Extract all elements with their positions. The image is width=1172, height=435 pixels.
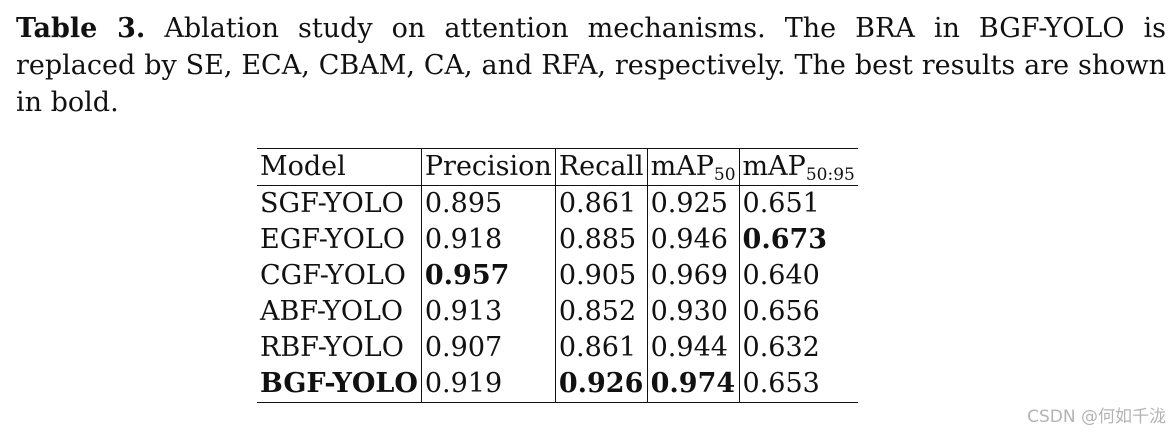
caption-text: Ablation study on attention mechanisms. … (16, 13, 1166, 118)
cell-recall: 0.926 (554, 366, 648, 403)
caption-label: Table 3. (16, 13, 146, 44)
watermark: CSDN @何如千泷 (1027, 407, 1166, 427)
cell-map50: 0.944 (646, 330, 740, 366)
header-precision: Precision (420, 148, 556, 186)
cell-precision: 0.895 (420, 185, 556, 222)
cell-recall: 0.852 (554, 294, 648, 330)
table-row: RBF-YOLO 0.907 0.861 0.944 0.632 (257, 330, 858, 366)
cell-map50-95: 0.651 (738, 185, 858, 222)
cell-map50-95: 0.640 (738, 258, 858, 294)
table-caption: Table 3. Ablation study on attention mec… (16, 10, 1166, 121)
cell-model: SGF-YOLO (260, 188, 404, 219)
cell-precision: 0.913 (420, 294, 556, 330)
ablation-table-container: Model Precision Recall mAP50 mAP50:95 SG… (257, 148, 858, 403)
cell-map50-95: 0.656 (738, 294, 858, 330)
cell-model: BGF-YOLO (260, 368, 418, 399)
cell-map50-95: 0.673 (738, 222, 858, 258)
table-row: CGF-YOLO 0.957 0.905 0.969 0.640 (257, 258, 858, 294)
cell-model: EGF-YOLO (260, 224, 405, 255)
cell-map50: 0.974 (646, 366, 740, 403)
cell-recall: 0.905 (554, 258, 648, 294)
cell-map50: 0.930 (646, 294, 740, 330)
cell-precision: 0.907 (420, 330, 556, 366)
cell-map50: 0.969 (646, 258, 740, 294)
cell-model: CGF-YOLO (260, 260, 406, 291)
cell-map50: 0.925 (646, 185, 740, 222)
table-row: ABF-YOLO 0.913 0.852 0.930 0.656 (257, 294, 858, 330)
cell-precision: 0.919 (420, 366, 556, 403)
cell-map50-95: 0.632 (738, 330, 858, 366)
header-map50-95: mAP50:95 (738, 148, 858, 186)
cell-model: ABF-YOLO (260, 296, 404, 327)
cell-model: RBF-YOLO (260, 332, 404, 363)
header-map50: mAP50 (646, 148, 740, 186)
cell-map50: 0.946 (646, 222, 740, 258)
cell-precision: 0.957 (420, 258, 556, 294)
header-recall: Recall (554, 148, 648, 186)
ablation-table: Model Precision Recall mAP50 mAP50:95 SG… (257, 148, 858, 403)
cell-precision: 0.918 (420, 222, 556, 258)
table-header-row: Model Precision Recall mAP50 mAP50:95 (257, 148, 858, 186)
cell-recall: 0.861 (554, 185, 648, 222)
cell-map50-95: 0.653 (738, 366, 858, 403)
header-model: Model (260, 151, 346, 182)
table-row: EGF-YOLO 0.918 0.885 0.946 0.673 (257, 222, 858, 258)
table-row: BGF-YOLO 0.919 0.926 0.974 0.653 (257, 366, 858, 403)
table-row: SGF-YOLO 0.895 0.861 0.925 0.651 (257, 185, 858, 222)
cell-recall: 0.861 (554, 330, 648, 366)
cell-recall: 0.885 (554, 222, 648, 258)
